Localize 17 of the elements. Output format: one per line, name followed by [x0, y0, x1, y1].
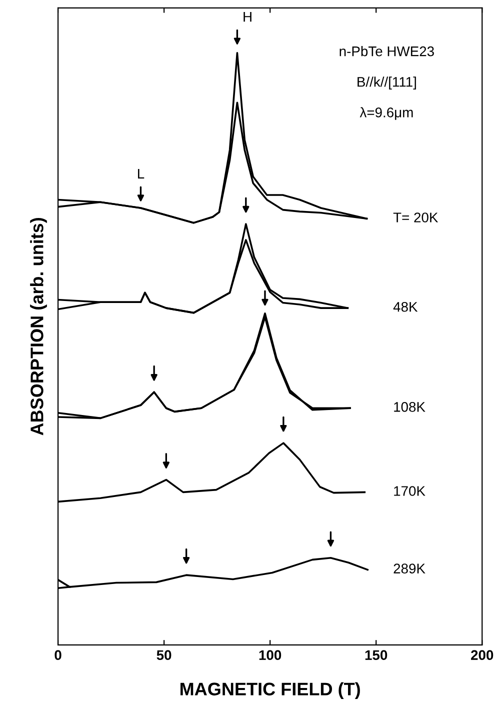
annotation: λ=9.6μm: [360, 107, 413, 120]
annotation: L: [138, 168, 144, 178]
x-tick-label: 50: [156, 650, 172, 660]
annotation: B//k//[111]: [358, 76, 416, 90]
series-label: 289K: [394, 564, 426, 574]
x-tick-label: 150: [365, 650, 388, 660]
x-tick-label: 200: [471, 650, 494, 660]
annotation: H: [244, 12, 252, 22]
x-axis-title: MAGNETIC FIELD (T): [180, 682, 360, 700]
x-tick-label: 0: [54, 650, 62, 660]
x-tick-label: 100: [259, 650, 282, 660]
series-label: T= 20K: [393, 212, 438, 222]
text: 170K: [394, 486, 426, 496]
annotation: n-PbTe HWE23: [340, 46, 434, 56]
text: 48K: [393, 302, 418, 312]
text: 108K: [394, 402, 426, 412]
y-axis-title: ABSORPTION (arb. units): [30, 218, 47, 436]
